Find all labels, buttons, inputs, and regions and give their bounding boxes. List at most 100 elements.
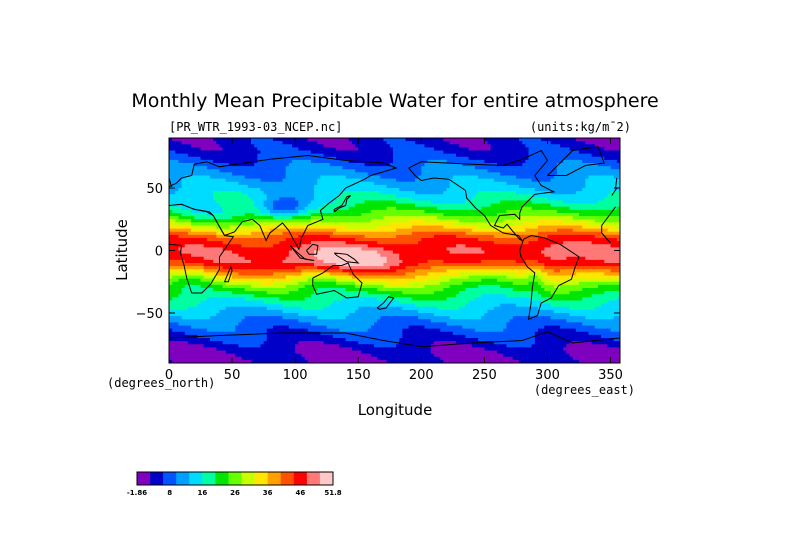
heatmap-cell: [298, 147, 302, 151]
heatmap-cell: [345, 241, 350, 245]
heatmap-cell: [547, 213, 552, 217]
heatmap-cell: [512, 153, 517, 158]
heatmap-cell: [386, 191, 391, 195]
heatmap-cell: [257, 225, 261, 230]
heatmap-cell: [528, 241, 533, 245]
heatmap-cell: [339, 228, 343, 233]
heatmap-cell: [462, 156, 466, 161]
heatmap-cell: [503, 178, 507, 183]
heatmap-cell: [569, 156, 574, 161]
heatmap-cell: [601, 213, 605, 217]
heatmap-cell: [339, 169, 343, 173]
heatmap-cell: [569, 219, 574, 223]
heatmap-cell: [358, 225, 362, 230]
heatmap-cell: [342, 222, 347, 226]
heatmap-cell: [219, 203, 224, 208]
heatmap-cell: [402, 150, 406, 155]
heatmap-cell: [575, 244, 580, 248]
heatmap-cell: [298, 238, 302, 242]
heatmap-cell: [411, 138, 416, 142]
heatmap-cell: [292, 175, 296, 180]
heatmap-cell: [288, 150, 293, 155]
heatmap-cell: [260, 141, 265, 145]
heatmap-cell: [203, 178, 208, 183]
heatmap-cell: [345, 163, 350, 167]
heatmap-cell: [263, 166, 268, 170]
heatmap-cell: [607, 169, 611, 173]
heatmap-cell: [244, 163, 249, 167]
heatmap-cell: [547, 206, 552, 211]
heatmap-cell: [235, 141, 239, 145]
heatmap-cell: [547, 194, 552, 198]
heatmap-cell: [358, 178, 362, 183]
heatmap-cell: [320, 244, 324, 248]
heatmap-cell: [418, 194, 422, 198]
heatmap-cell: [285, 241, 290, 245]
heatmap-cell: [307, 138, 312, 142]
heatmap-cell: [336, 197, 340, 201]
heatmap-cell: [377, 244, 381, 248]
heatmap-cell: [172, 216, 176, 220]
heatmap-cell: [421, 169, 425, 173]
heatmap-cell: [449, 169, 454, 173]
heatmap-cell: [591, 156, 596, 161]
heatmap-cell: [610, 216, 615, 220]
heatmap-cell: [588, 184, 593, 189]
heatmap-cell: [260, 213, 265, 217]
heatmap-cell: [433, 225, 438, 230]
heatmap-cell: [364, 172, 369, 176]
heatmap-cell: [254, 156, 258, 161]
heatmap-cell: [298, 216, 302, 220]
heatmap-cell: [285, 141, 290, 145]
heatmap-cell: [358, 156, 362, 161]
heatmap-cell: [547, 231, 552, 236]
heatmap-cell: [336, 222, 340, 226]
heatmap-cell: [345, 238, 350, 242]
heatmap-cell: [515, 159, 520, 164]
heatmap-cell: [210, 231, 214, 236]
heatmap-cell: [613, 216, 618, 220]
heatmap-cell: [301, 222, 306, 226]
heatmap-cell: [449, 228, 454, 233]
heatmap-cell: [282, 181, 287, 186]
heatmap-cell: [232, 209, 236, 214]
heatmap-cell: [556, 169, 561, 173]
heatmap-cell: [481, 153, 485, 158]
heatmap-cell: [336, 213, 340, 217]
heatmap-cell: [604, 138, 608, 142]
heatmap-cell: [194, 181, 198, 186]
heatmap-cell: [468, 209, 473, 214]
heatmap-cell: [481, 238, 485, 242]
heatmap-cell: [358, 241, 362, 245]
heatmap-cell: [424, 222, 429, 226]
heatmap-cell: [304, 206, 309, 211]
heatmap-cell: [396, 191, 400, 195]
heatmap-cell: [187, 206, 192, 211]
heatmap-cell: [329, 231, 334, 236]
heatmap-cell: [339, 225, 343, 230]
heatmap-cell: [317, 147, 321, 151]
heatmap-cell: [282, 188, 287, 192]
heatmap-cell: [273, 181, 277, 186]
heatmap-cell: [519, 191, 523, 195]
heatmap-cell: [260, 209, 265, 214]
heatmap-cell: [326, 147, 331, 151]
heatmap-cell: [550, 219, 555, 223]
heatmap-cell: [566, 163, 570, 167]
heatmap-cell: [364, 156, 369, 161]
heatmap-cell: [288, 184, 293, 189]
heatmap-cell: [462, 194, 466, 198]
heatmap-cell: [582, 178, 586, 183]
heatmap-cell: [386, 138, 391, 142]
heatmap-cell: [169, 244, 173, 248]
heatmap-cell: [251, 169, 255, 173]
heatmap-cell: [269, 181, 274, 186]
heatmap-cell: [355, 222, 359, 226]
heatmap-cell: [452, 238, 457, 242]
heatmap-cell: [440, 163, 444, 167]
heatmap-cell: [459, 209, 463, 214]
heatmap-cell: [601, 219, 605, 223]
heatmap-cell: [610, 153, 615, 158]
heatmap-cell: [279, 241, 283, 245]
heatmap-cell: [361, 213, 365, 217]
